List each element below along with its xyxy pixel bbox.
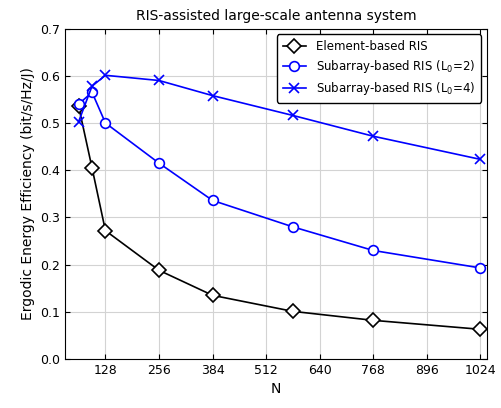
Subarray-based RIS (L$_0$=2): [102, 120, 108, 125]
Element-based RIS: [102, 228, 108, 233]
Subarray-based RIS (L$_0$=4): [76, 119, 82, 124]
Subarray-based RIS (L$_0$=2): [89, 90, 95, 95]
Line: Subarray-based RIS (L$_0$=2): Subarray-based RIS (L$_0$=2): [74, 87, 484, 273]
Subarray-based RIS (L$_0$=4): [156, 78, 162, 83]
Subarray-based RIS (L$_0$=4): [89, 84, 95, 89]
Subarray-based RIS (L$_0$=4): [476, 157, 482, 162]
Y-axis label: Ergodic Energy Efficiency (bit/s/Hz/J): Ergodic Energy Efficiency (bit/s/Hz/J): [21, 67, 35, 320]
Subarray-based RIS (L$_0$=4): [209, 93, 215, 98]
Subarray-based RIS (L$_0$=4): [102, 73, 108, 78]
Element-based RIS: [76, 104, 82, 109]
Subarray-based RIS (L$_0$=2): [476, 266, 482, 271]
Subarray-based RIS (L$_0$=2): [369, 248, 375, 253]
Title: RIS-assisted large-scale antenna system: RIS-assisted large-scale antenna system: [135, 9, 416, 23]
Element-based RIS: [89, 165, 95, 170]
Legend: Element-based RIS, Subarray-based RIS (L$_0$=2), Subarray-based RIS (L$_0$=4): Element-based RIS, Subarray-based RIS (L…: [276, 34, 480, 103]
Subarray-based RIS (L$_0$=4): [369, 134, 375, 139]
Element-based RIS: [369, 318, 375, 323]
Element-based RIS: [156, 268, 162, 273]
Element-based RIS: [209, 293, 215, 298]
Subarray-based RIS (L$_0$=2): [209, 198, 215, 203]
Element-based RIS: [289, 309, 295, 314]
Element-based RIS: [476, 327, 482, 332]
Subarray-based RIS (L$_0$=2): [289, 224, 295, 229]
Line: Subarray-based RIS (L$_0$=4): Subarray-based RIS (L$_0$=4): [74, 71, 484, 164]
Subarray-based RIS (L$_0$=2): [156, 161, 162, 166]
Line: Element-based RIS: Element-based RIS: [74, 102, 484, 334]
Subarray-based RIS (L$_0$=4): [289, 113, 295, 118]
Subarray-based RIS (L$_0$=2): [76, 102, 82, 106]
X-axis label: N: N: [271, 382, 281, 397]
